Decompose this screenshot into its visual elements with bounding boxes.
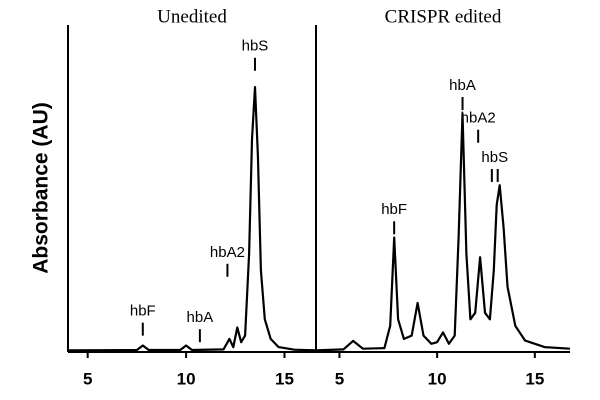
peak-label: hbF <box>381 201 407 218</box>
panel-title: Unedited <box>157 6 227 27</box>
y-axis-label: Absorbance (AU) <box>30 102 53 274</box>
peak-label: hbA <box>187 309 214 326</box>
x-tick-label: 10 <box>177 369 196 388</box>
peak-label: hbS <box>481 149 508 166</box>
x-tick-label: 15 <box>275 369 294 388</box>
x-tick-label: 5 <box>335 369 344 388</box>
panel-title: CRISPR edited <box>385 6 502 27</box>
peak-label: hbA2 <box>210 244 245 261</box>
x-tick-label: 15 <box>525 369 544 388</box>
peak-label: hbF <box>130 303 156 320</box>
peak-label: hbA <box>449 77 476 94</box>
peak-label: hbS <box>242 38 269 55</box>
chromatogram-line <box>315 112 571 352</box>
x-tick-label: 10 <box>428 369 447 388</box>
x-tick-label: 5 <box>83 369 92 388</box>
chromatogram-line <box>67 86 317 352</box>
peak-label: hbA2 <box>461 110 496 127</box>
